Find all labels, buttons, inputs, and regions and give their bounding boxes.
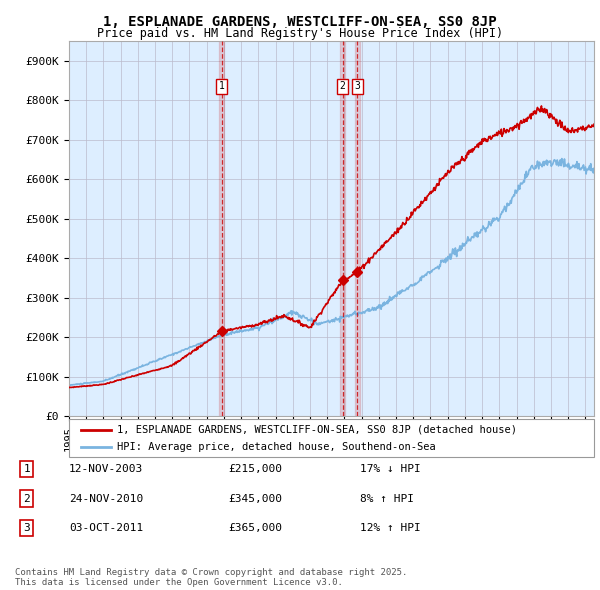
Text: 2: 2: [23, 494, 30, 503]
Text: 2: 2: [340, 81, 346, 91]
Bar: [355, 41, 360, 416]
Text: 12% ↑ HPI: 12% ↑ HPI: [360, 523, 421, 533]
Text: HPI: Average price, detached house, Southend-on-Sea: HPI: Average price, detached house, Sout…: [117, 441, 436, 451]
Text: 1: 1: [219, 81, 224, 91]
Text: 1: 1: [23, 464, 30, 474]
Text: 1, ESPLANADE GARDENS, WESTCLIFF-ON-SEA, SS0 8JP (detached house): 1, ESPLANADE GARDENS, WESTCLIFF-ON-SEA, …: [117, 425, 517, 435]
Text: £365,000: £365,000: [228, 523, 282, 533]
Text: £345,000: £345,000: [228, 494, 282, 503]
Text: 17% ↓ HPI: 17% ↓ HPI: [360, 464, 421, 474]
Text: Price paid vs. HM Land Registry's House Price Index (HPI): Price paid vs. HM Land Registry's House …: [97, 27, 503, 40]
Text: 3: 3: [355, 81, 360, 91]
Text: 8% ↑ HPI: 8% ↑ HPI: [360, 494, 414, 503]
Text: 12-NOV-2003: 12-NOV-2003: [69, 464, 143, 474]
Text: £215,000: £215,000: [228, 464, 282, 474]
Text: 3: 3: [23, 523, 30, 533]
Text: 1, ESPLANADE GARDENS, WESTCLIFF-ON-SEA, SS0 8JP: 1, ESPLANADE GARDENS, WESTCLIFF-ON-SEA, …: [103, 15, 497, 29]
Bar: [340, 41, 345, 416]
Bar: [219, 41, 224, 416]
Text: 03-OCT-2011: 03-OCT-2011: [69, 523, 143, 533]
Text: 24-NOV-2010: 24-NOV-2010: [69, 494, 143, 503]
Text: Contains HM Land Registry data © Crown copyright and database right 2025.
This d: Contains HM Land Registry data © Crown c…: [15, 568, 407, 587]
